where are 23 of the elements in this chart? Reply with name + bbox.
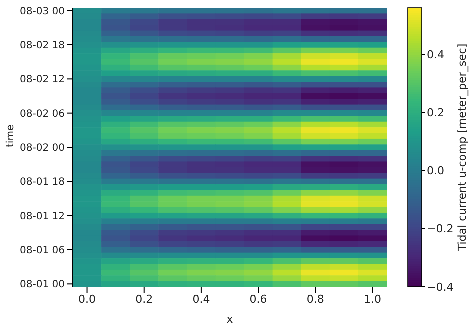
- y-tick-label: 08-02 06: [20, 108, 65, 120]
- y-tick-label: 08-02 12: [20, 74, 65, 86]
- y-tick-label: 08-03 00: [20, 6, 65, 18]
- x-tick-label: 0.6: [250, 292, 268, 306]
- y-tick-label: 08-02 00: [20, 143, 65, 154]
- color-bar-label: 0.0: [427, 164, 444, 178]
- x-tick-label: 0.8: [306, 292, 324, 306]
- color-bar-label: 0.4: [427, 48, 444, 62]
- x-tick-label: 0.2: [136, 292, 154, 306]
- color-bar-label: 0.2: [427, 106, 444, 120]
- color-bar-label: −0.4: [427, 280, 454, 294]
- y-tick-label: 08-02 18: [20, 40, 65, 52]
- y-tick-label: 08-01 12: [20, 211, 65, 222]
- color-bar-title: Tidal current u-comp [meter_per_sec]: [456, 44, 469, 252]
- color-bar-label: −0.2: [427, 222, 454, 236]
- x-tick-label: 1.0: [364, 292, 382, 306]
- x-axis-title: x: [226, 313, 234, 325]
- y-tick-label: 08-01 00: [20, 280, 65, 291]
- y-axis-title: time: [6, 124, 17, 148]
- x-tick-label: 0.4: [192, 292, 210, 306]
- y-tick-label: 08-01 06: [20, 246, 65, 257]
- x-tick-label: 0.0: [78, 292, 96, 306]
- y-tick-label: 08-01 18: [20, 177, 65, 188]
